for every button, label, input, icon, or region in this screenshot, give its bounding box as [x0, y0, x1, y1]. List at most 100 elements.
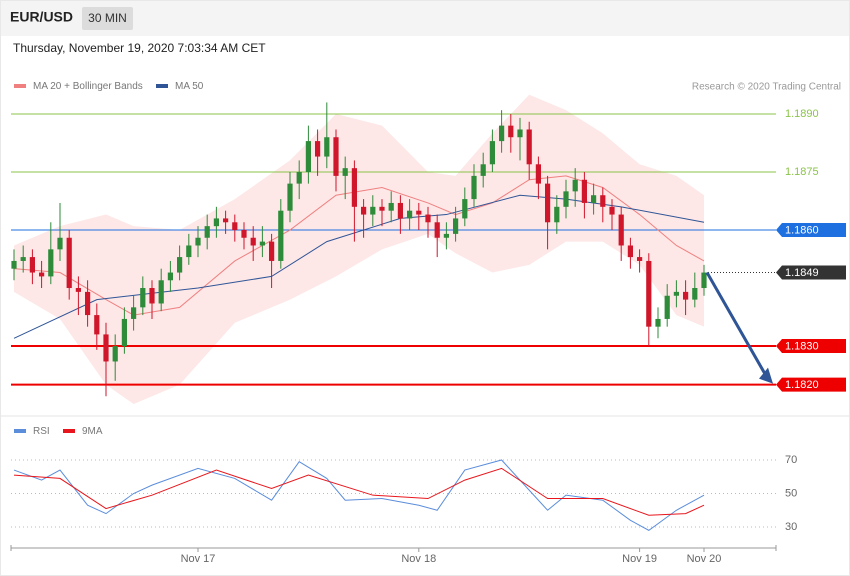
interval-pill[interactable]: [82, 7, 133, 30]
legend-swatch: [14, 429, 26, 433]
candle-body: [112, 346, 118, 362]
timestamp: Thursday, November 19, 2020 7:03:34 AM C…: [13, 41, 266, 55]
legend-label: 9MA: [82, 426, 103, 437]
candle-body: [600, 195, 606, 207]
candle-body: [85, 291, 91, 316]
price-tag: [776, 377, 846, 392]
candle-body: [453, 218, 459, 234]
candle-body: [213, 218, 219, 227]
candle-body: [618, 214, 624, 246]
candle-body: [508, 125, 514, 138]
price-tag-label: 1.1849: [785, 267, 819, 279]
candle-body: [471, 175, 477, 200]
candle-body: [535, 164, 541, 184]
candle-body: [517, 129, 523, 138]
y-tick-label: 70: [785, 454, 797, 466]
candle-body: [407, 210, 413, 219]
candle-body: [554, 206, 560, 223]
candle-body: [581, 179, 587, 203]
price-tag: [776, 339, 846, 354]
candle-body: [232, 222, 238, 231]
credit: Research © 2020 Trading Central: [692, 82, 841, 93]
candle-body: [269, 241, 275, 261]
candle-body: [655, 318, 661, 327]
candle-body: [57, 237, 63, 250]
candle-body: [167, 272, 173, 281]
candle-body: [195, 237, 201, 246]
candle-body: [397, 202, 403, 219]
candle-body: [140, 288, 146, 308]
candle-body: [526, 129, 532, 165]
level-label: 1.1890: [785, 108, 819, 120]
symbol: EUR/USD: [10, 9, 73, 25]
header-bar: [0, 0, 850, 36]
candle-body: [683, 291, 689, 300]
candle-body: [75, 288, 81, 292]
x-tick-label: Nov 18: [401, 553, 436, 565]
candle-body: [259, 241, 265, 246]
candle-body: [361, 206, 367, 215]
candle-body: [489, 141, 495, 165]
candle-body: [416, 210, 422, 215]
candle-body: [48, 249, 54, 277]
candle-body: [370, 206, 376, 215]
x-tick-label: Nov 20: [687, 553, 722, 565]
x-tick-label: Nov 19: [622, 553, 657, 565]
candle-body: [701, 272, 707, 289]
candle-body: [305, 141, 311, 173]
candle-body: [29, 257, 35, 273]
legend-swatch: [156, 84, 168, 88]
candle-body: [664, 295, 670, 319]
candle-body: [646, 260, 652, 327]
candle-body: [388, 202, 394, 211]
rsi-line: [13, 467, 705, 516]
interval[interactable]: 30 MIN: [88, 11, 127, 25]
candle-body: [177, 257, 183, 273]
candle-body: [591, 195, 597, 203]
candle-body: [296, 172, 302, 184]
y-tick-label: 30: [785, 521, 797, 533]
candle-body: [103, 334, 109, 362]
candle-body: [39, 272, 45, 277]
candle-body: [121, 318, 127, 347]
price-tag-label: 1.1820: [785, 379, 819, 391]
candle-body: [351, 168, 357, 207]
forecast-arrowhead: [759, 367, 773, 384]
candle-body: [609, 206, 615, 215]
legend-label: RSI: [33, 426, 50, 437]
candle-body: [20, 257, 26, 261]
legend-swatch: [63, 429, 75, 433]
candle-body: [131, 307, 137, 319]
candle-body: [186, 245, 192, 258]
price-tag-label: 1.1830: [785, 340, 819, 352]
candle-body: [278, 210, 284, 261]
candle-body: [443, 233, 449, 238]
price-tag: [776, 265, 846, 280]
candle-body: [627, 245, 633, 258]
x-tick-label: Nov 17: [181, 553, 216, 565]
candle-body: [241, 230, 247, 238]
candle-body: [425, 214, 431, 223]
candle-body: [66, 237, 72, 289]
candle-body: [379, 206, 385, 211]
candle-body: [287, 183, 293, 211]
candle-body: [250, 237, 256, 246]
candle-body: [315, 141, 321, 157]
candle-body: [204, 226, 210, 238]
y-tick-label: 50: [785, 487, 797, 499]
candle-body: [480, 164, 486, 176]
candle-body: [499, 125, 505, 142]
candle-body: [545, 183, 551, 223]
legend-label: MA 20 + Bollinger Bands: [33, 81, 143, 92]
candle-body: [94, 315, 100, 335]
candle-body: [11, 260, 17, 269]
price-tag-label: 1.1860: [785, 224, 819, 236]
legend-swatch: [14, 84, 26, 88]
candle-body: [692, 288, 698, 300]
candle-body: [637, 257, 643, 261]
candle-body: [462, 199, 468, 219]
candle-body: [342, 168, 348, 176]
price-tag: [776, 223, 846, 238]
